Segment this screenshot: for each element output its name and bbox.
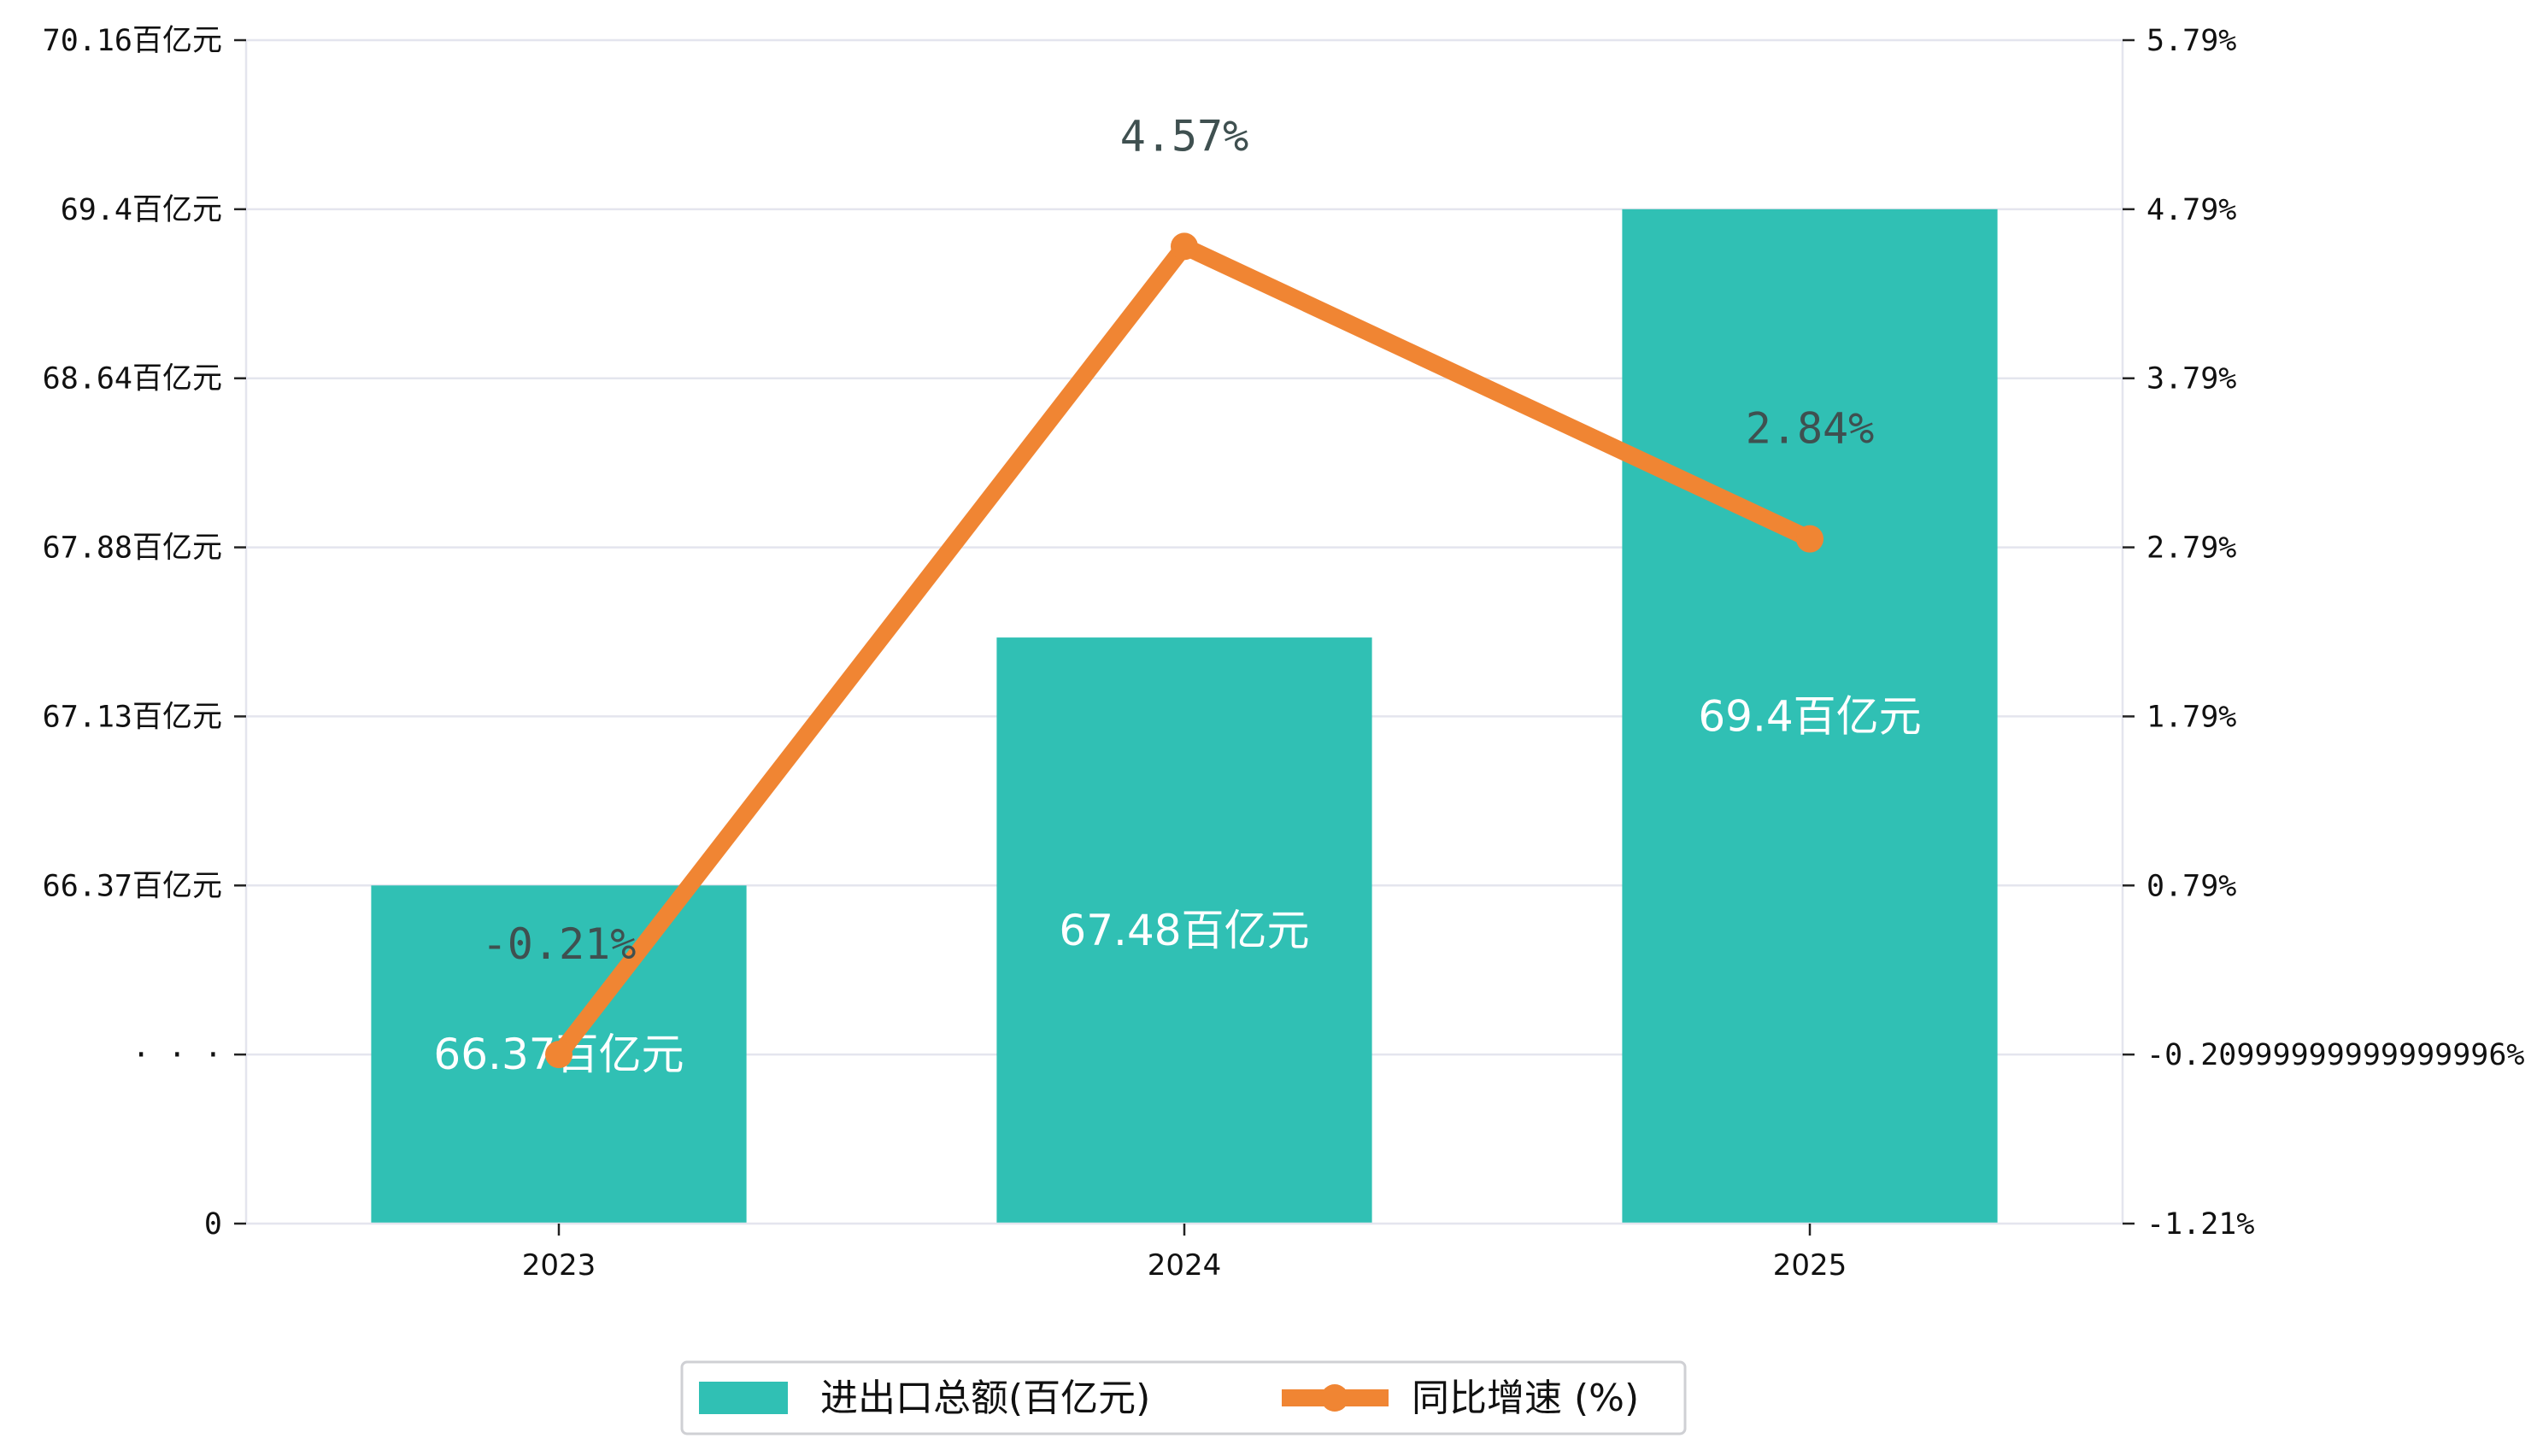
legend-line-marker — [1321, 1384, 1348, 1412]
right-tick-label: 0.79% — [2146, 869, 2236, 903]
x-tick-label: 2024 — [1148, 1248, 1222, 1283]
legend-frame — [680, 1360, 1687, 1435]
bars — [371, 208, 1998, 1224]
right-tick-label: -1.21% — [2146, 1207, 2254, 1242]
left-tick-label: 68.64百亿元 — [43, 362, 222, 396]
growth-value-label: 2.84% — [1746, 404, 1875, 454]
growth-value-label: -0.21% — [482, 919, 637, 969]
legend: 进出口总额(百亿元) 同比增速 (%) — [680, 1360, 1687, 1435]
bar-value-label: 67.48百亿元 — [1059, 906, 1309, 955]
right-tick-label: 1.79% — [2146, 700, 2236, 734]
left-tick-label: 66.37百亿元 — [43, 869, 222, 903]
growth-value-label: 4.57% — [1120, 111, 1249, 161]
right-tick-label: 4.79% — [2146, 193, 2236, 227]
right-tick-label: 3.79% — [2146, 362, 2236, 396]
growth-point-2024 — [1171, 232, 1198, 261]
left-tick-label: 0 — [204, 1207, 222, 1242]
right-tick-label: 2.79% — [2146, 531, 2236, 566]
x-tick-label: 2023 — [522, 1248, 596, 1283]
x-tick-label: 2025 — [1773, 1248, 1847, 1283]
left-tick-label: 67.88百亿元 — [43, 531, 222, 566]
bar-value-label: 69.4百亿元 — [1698, 691, 1921, 741]
x-axis-ticks: 2023 2024 2025 — [522, 1224, 1847, 1283]
left-axis-ticks: 0 · · · 66.37百亿元 67.13百亿元 67.88百亿元 68.64百亿元 69… — [43, 24, 246, 1242]
left-tick-label: · · · — [132, 1038, 222, 1072]
left-tick-label: 67.13百亿元 — [43, 700, 222, 734]
right-axis-ticks: -1.21% -0.20999999999999996% 0.79% 1.79% 2.7… — [2123, 24, 2525, 1242]
right-tick-label: -0.20999999999999996% — [2146, 1038, 2525, 1072]
right-tick-label: 5.79% — [2146, 24, 2236, 58]
left-tick-label: 70.16百亿元 — [43, 24, 222, 58]
growth-data-labels: -0.21% 4.57% 2.84% — [482, 111, 1875, 969]
bar-2024 — [996, 637, 1372, 1224]
legend-line-label: 同比增速 (%) — [1412, 1377, 1639, 1420]
legend-bar-swatch — [699, 1382, 788, 1414]
left-tick-label: 69.4百亿元 — [61, 193, 222, 227]
growth-line — [545, 232, 1823, 1069]
growth-point-2025 — [1796, 525, 1823, 553]
bar-2025 — [1622, 208, 1998, 1224]
growth-point-2023 — [545, 1041, 573, 1069]
legend-bar-label: 进出口总额(百亿元) — [820, 1377, 1150, 1420]
